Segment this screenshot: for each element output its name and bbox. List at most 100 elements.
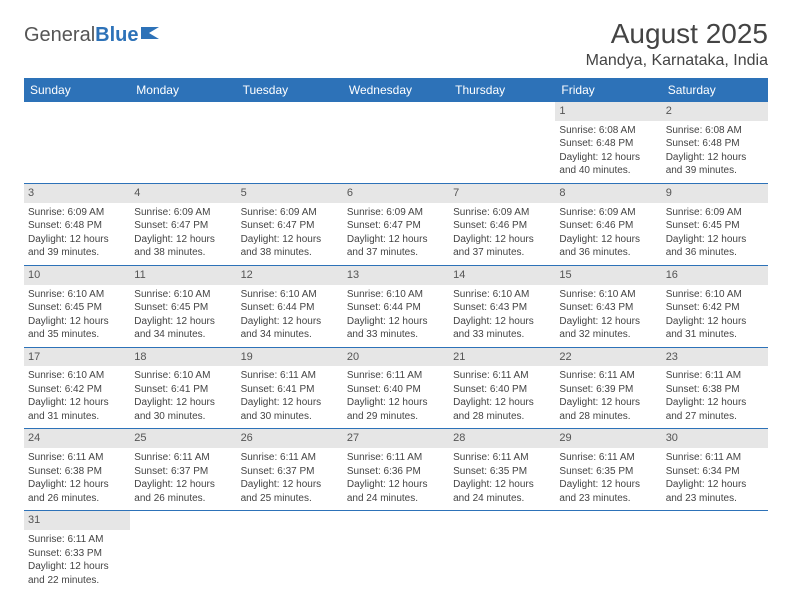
day-number: 14 xyxy=(449,266,555,285)
day-info-line: Sunset: 6:48 PM xyxy=(28,219,126,233)
day-info-line: and 39 minutes. xyxy=(28,246,126,260)
day-info-line: Sunrise: 6:09 AM xyxy=(559,206,657,220)
day-info-line: and 28 minutes. xyxy=(453,410,551,424)
day-number: 30 xyxy=(662,429,768,448)
day-info-line: Daylight: 12 hours xyxy=(559,233,657,247)
day-info-line: Sunset: 6:43 PM xyxy=(453,301,551,315)
day-info-line: Sunset: 6:47 PM xyxy=(347,219,445,233)
day-info-line: and 34 minutes. xyxy=(134,328,232,342)
day-info-line: Daylight: 12 hours xyxy=(453,315,551,329)
day-info-line: Sunrise: 6:11 AM xyxy=(453,369,551,383)
day-info-line: Sunset: 6:37 PM xyxy=(134,465,232,479)
empty-cell xyxy=(343,511,449,592)
day-info-line: Sunset: 6:40 PM xyxy=(453,383,551,397)
day-info-line: Sunset: 6:45 PM xyxy=(134,301,232,315)
day-info-line: Daylight: 12 hours xyxy=(666,151,764,165)
day-info-line: Sunset: 6:35 PM xyxy=(453,465,551,479)
day-info-line: Sunrise: 6:10 AM xyxy=(134,288,232,302)
day-info-line: Sunset: 6:40 PM xyxy=(347,383,445,397)
day-info-line: Daylight: 12 hours xyxy=(666,233,764,247)
day-info-line: and 38 minutes. xyxy=(134,246,232,260)
day-cell: 15Sunrise: 6:10 AMSunset: 6:43 PMDayligh… xyxy=(555,265,661,347)
day-info-line: Daylight: 12 hours xyxy=(134,315,232,329)
day-number: 17 xyxy=(24,348,130,367)
day-info-line: Sunrise: 6:10 AM xyxy=(666,288,764,302)
calendar-body: 1Sunrise: 6:08 AMSunset: 6:48 PMDaylight… xyxy=(24,102,768,592)
empty-cell xyxy=(449,511,555,592)
calendar-row: 10Sunrise: 6:10 AMSunset: 6:45 PMDayligh… xyxy=(24,265,768,347)
title-block: August 2025 Mandya, Karnataka, India xyxy=(586,18,768,70)
day-info-line: Daylight: 12 hours xyxy=(666,396,764,410)
day-info-line: Daylight: 12 hours xyxy=(453,396,551,410)
day-cell: 3Sunrise: 6:09 AMSunset: 6:48 PMDaylight… xyxy=(24,183,130,265)
day-info-line: and 22 minutes. xyxy=(28,574,126,588)
day-number: 8 xyxy=(555,184,661,203)
day-info-line: Sunrise: 6:10 AM xyxy=(28,288,126,302)
day-cell: 2Sunrise: 6:08 AMSunset: 6:48 PMDaylight… xyxy=(662,102,768,183)
header: GeneralBlue August 2025 Mandya, Karnatak… xyxy=(24,18,768,70)
day-info-line: Daylight: 12 hours xyxy=(134,396,232,410)
day-info-line: and 33 minutes. xyxy=(347,328,445,342)
day-cell: 18Sunrise: 6:10 AMSunset: 6:41 PMDayligh… xyxy=(130,347,236,429)
day-info-line: and 33 minutes. xyxy=(453,328,551,342)
day-info-line: Daylight: 12 hours xyxy=(347,396,445,410)
day-info-line: Sunrise: 6:10 AM xyxy=(559,288,657,302)
empty-cell xyxy=(24,102,130,183)
day-cell: 14Sunrise: 6:10 AMSunset: 6:43 PMDayligh… xyxy=(449,265,555,347)
day-info-line: Sunrise: 6:11 AM xyxy=(559,451,657,465)
day-number: 24 xyxy=(24,429,130,448)
day-info-line: Sunrise: 6:11 AM xyxy=(28,451,126,465)
day-info-line: Daylight: 12 hours xyxy=(559,315,657,329)
day-number: 16 xyxy=(662,266,768,285)
day-info-line: Daylight: 12 hours xyxy=(28,233,126,247)
day-info-line: Sunset: 6:45 PM xyxy=(666,219,764,233)
day-info-line: Daylight: 12 hours xyxy=(666,478,764,492)
day-info-line: Sunset: 6:48 PM xyxy=(666,137,764,151)
day-info-line: Sunset: 6:44 PM xyxy=(347,301,445,315)
weekday-header: Thursday xyxy=(449,78,555,102)
day-info-line: and 35 minutes. xyxy=(28,328,126,342)
day-number: 22 xyxy=(555,348,661,367)
weekday-header: Friday xyxy=(555,78,661,102)
day-info-line: Sunset: 6:46 PM xyxy=(559,219,657,233)
day-info-line: Daylight: 12 hours xyxy=(347,478,445,492)
day-cell: 5Sunrise: 6:09 AMSunset: 6:47 PMDaylight… xyxy=(237,183,343,265)
weekday-header: Wednesday xyxy=(343,78,449,102)
calendar-table: SundayMondayTuesdayWednesdayThursdayFrid… xyxy=(24,78,768,592)
day-cell: 25Sunrise: 6:11 AMSunset: 6:37 PMDayligh… xyxy=(130,429,236,511)
day-info-line: Sunset: 6:33 PM xyxy=(28,547,126,561)
day-number: 19 xyxy=(237,348,343,367)
day-info-line: Daylight: 12 hours xyxy=(28,315,126,329)
day-cell: 6Sunrise: 6:09 AMSunset: 6:47 PMDaylight… xyxy=(343,183,449,265)
weekday-header: Monday xyxy=(130,78,236,102)
day-cell: 31Sunrise: 6:11 AMSunset: 6:33 PMDayligh… xyxy=(24,511,130,592)
day-info-line: Sunset: 6:34 PM xyxy=(666,465,764,479)
day-cell: 7Sunrise: 6:09 AMSunset: 6:46 PMDaylight… xyxy=(449,183,555,265)
day-info-line: Sunset: 6:42 PM xyxy=(666,301,764,315)
day-cell: 24Sunrise: 6:11 AMSunset: 6:38 PMDayligh… xyxy=(24,429,130,511)
calendar-row: 17Sunrise: 6:10 AMSunset: 6:42 PMDayligh… xyxy=(24,347,768,429)
day-cell: 26Sunrise: 6:11 AMSunset: 6:37 PMDayligh… xyxy=(237,429,343,511)
day-number: 13 xyxy=(343,266,449,285)
day-info-line: Sunset: 6:37 PM xyxy=(241,465,339,479)
day-number: 29 xyxy=(555,429,661,448)
calendar-row: 31Sunrise: 6:11 AMSunset: 6:33 PMDayligh… xyxy=(24,511,768,592)
day-info-line: Sunrise: 6:11 AM xyxy=(453,451,551,465)
day-info-line: Daylight: 12 hours xyxy=(134,233,232,247)
day-info-line: Sunrise: 6:11 AM xyxy=(666,369,764,383)
day-cell: 21Sunrise: 6:11 AMSunset: 6:40 PMDayligh… xyxy=(449,347,555,429)
day-info-line: Sunset: 6:46 PM xyxy=(453,219,551,233)
flag-icon xyxy=(141,25,163,41)
day-info-line: Sunset: 6:43 PM xyxy=(559,301,657,315)
day-info-line: Sunrise: 6:09 AM xyxy=(28,206,126,220)
day-info-line: Sunset: 6:41 PM xyxy=(241,383,339,397)
day-info-line: Sunset: 6:47 PM xyxy=(241,219,339,233)
day-info-line: Daylight: 12 hours xyxy=(559,151,657,165)
day-info-line: Sunrise: 6:11 AM xyxy=(347,451,445,465)
day-info-line: and 36 minutes. xyxy=(559,246,657,260)
day-number: 1 xyxy=(555,102,661,121)
empty-cell xyxy=(449,102,555,183)
day-info-line: Sunrise: 6:08 AM xyxy=(666,124,764,138)
logo-text-2: Blue xyxy=(95,24,138,47)
day-info-line: Daylight: 12 hours xyxy=(347,315,445,329)
